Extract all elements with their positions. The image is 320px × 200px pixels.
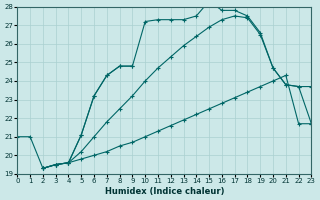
X-axis label: Humidex (Indice chaleur): Humidex (Indice chaleur) (105, 187, 224, 196)
